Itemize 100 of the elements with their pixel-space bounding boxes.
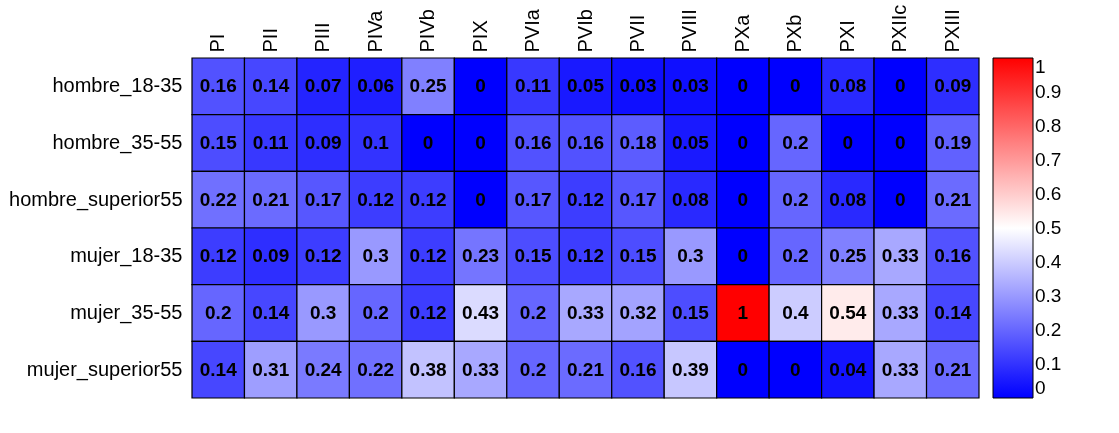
data-label: 0.07	[304, 75, 342, 97]
data-label: 0.2	[519, 302, 547, 323]
data-label: 0.33	[881, 302, 919, 323]
x-tick-label: PXIII	[940, 9, 963, 53]
data-label: 0.04	[829, 358, 867, 380]
color-bar-label: 0.8	[1035, 115, 1062, 136]
data-label: 0.3	[677, 245, 704, 267]
data-label: 0.06	[357, 75, 395, 97]
data-label: 0.32	[619, 302, 657, 323]
color-bar-label: 0.4	[1035, 251, 1062, 272]
data-label: 0.25	[409, 75, 448, 97]
data-label: 0.39	[671, 358, 709, 380]
data-label: 0.03	[619, 75, 657, 97]
data-label: 0	[842, 132, 854, 153]
color-bar-label: 0.6	[1035, 183, 1062, 204]
data-label: 0.21	[934, 188, 972, 210]
data-label: 0.33	[881, 245, 919, 267]
data-label: 0.08	[671, 188, 709, 210]
data-label: 0.05	[671, 132, 710, 153]
data-label: 0	[737, 188, 749, 210]
data-label: 0.14	[252, 75, 290, 97]
y-tick-label: hombre_35-55	[52, 131, 183, 154]
data-label: 0.05	[567, 75, 605, 97]
data-label: 0.21	[567, 358, 605, 380]
data-label: 0	[737, 358, 749, 380]
x-tick-label: PI	[206, 33, 229, 53]
x-tick-label: PXIIc	[888, 4, 911, 53]
x-tick-label: PVIa	[521, 8, 544, 53]
data-label: 0	[737, 245, 749, 267]
x-tick-label: PIVa	[363, 9, 386, 53]
data-label: 0	[895, 188, 906, 210]
data-label: 0.15	[619, 245, 657, 267]
data-label: 0.38	[409, 358, 447, 380]
color-bar-label: 0.3	[1035, 285, 1062, 306]
x-tick-label: PXa	[730, 13, 753, 53]
data-label: 0.09	[304, 132, 342, 153]
data-label: 0.11	[252, 132, 290, 153]
data-label: 0.15	[671, 302, 710, 323]
data-label: 0.19	[934, 132, 972, 153]
data-label: 0.14	[199, 358, 238, 380]
data-label: 0.23	[462, 245, 500, 267]
data-label: 0.3	[362, 245, 389, 267]
data-label: 0	[475, 132, 486, 153]
data-label: 0.25	[829, 245, 867, 267]
data-label: 0.15	[199, 132, 238, 153]
data-label: 0.2	[519, 358, 547, 380]
data-label: 0	[790, 75, 801, 97]
data-label: 0.16	[199, 75, 237, 97]
color-bar-label: 0.7	[1035, 149, 1062, 170]
data-label: 0.09	[252, 245, 290, 267]
x-tick-label: PII	[258, 28, 281, 53]
y-tick-label: mujer_superior55	[26, 357, 183, 381]
data-label: 0	[895, 75, 906, 97]
data-label: 0.14	[252, 302, 290, 323]
data-label: 0.16	[514, 132, 552, 153]
y-tick-label: hombre_18-35	[52, 74, 183, 98]
data-label: 0.16	[934, 245, 972, 267]
data-label: 0.14	[934, 302, 972, 323]
color-bar-label: 0.9	[1035, 81, 1062, 102]
x-tick-label: PIVb	[416, 9, 439, 53]
data-label: 0.17	[619, 188, 657, 210]
data-label: 0.33	[881, 358, 919, 380]
data-label: 0	[475, 188, 486, 210]
color-bar-label: 0.1	[1035, 353, 1062, 374]
data-label: 0.16	[619, 358, 657, 380]
data-label: 0.2	[362, 302, 389, 323]
data-label: 0.24	[304, 358, 343, 380]
x-tick-label: PIII	[311, 22, 334, 53]
color-bar-label: 0	[1035, 377, 1046, 398]
data-label: 0.17	[514, 188, 552, 210]
x-tick-label: PVII	[625, 14, 648, 53]
data-label: 0.09	[934, 75, 972, 97]
data-label: 0.54	[829, 302, 867, 323]
color-bar-label: 0.2	[1035, 319, 1062, 340]
data-label: 0.22	[357, 358, 395, 380]
x-tick-label: PXI	[835, 20, 858, 53]
data-label: 0	[737, 75, 749, 97]
data-label: 0.2	[205, 302, 232, 323]
data-label: 0	[895, 132, 906, 153]
data-label: 0.21	[252, 188, 290, 210]
data-label: 0.21	[934, 358, 972, 380]
data-label: 0.12	[409, 188, 447, 210]
data-label: 0.31	[252, 358, 290, 380]
x-tick-label: PXb	[783, 14, 806, 53]
data-label: 0	[422, 132, 434, 153]
data-label: 0.12	[304, 245, 342, 267]
data-label: 0.08	[829, 75, 867, 97]
color-bar-label: 0.5	[1035, 217, 1062, 238]
data-label: 0.16	[567, 132, 604, 153]
data-label: 0.3	[309, 302, 337, 323]
data-label: 0.15	[514, 245, 552, 267]
data-label: 0.12	[409, 302, 447, 323]
data-label: 0.12	[567, 245, 604, 267]
data-label: 0	[475, 75, 486, 97]
data-label: 0.2	[782, 188, 809, 210]
data-label: 0.2	[782, 245, 809, 267]
y-tick-label: mujer_35-55	[70, 301, 183, 324]
data-label: 0.17	[304, 188, 342, 210]
x-tick-label: PIX	[468, 20, 491, 53]
data-label: 0.22	[199, 188, 237, 210]
